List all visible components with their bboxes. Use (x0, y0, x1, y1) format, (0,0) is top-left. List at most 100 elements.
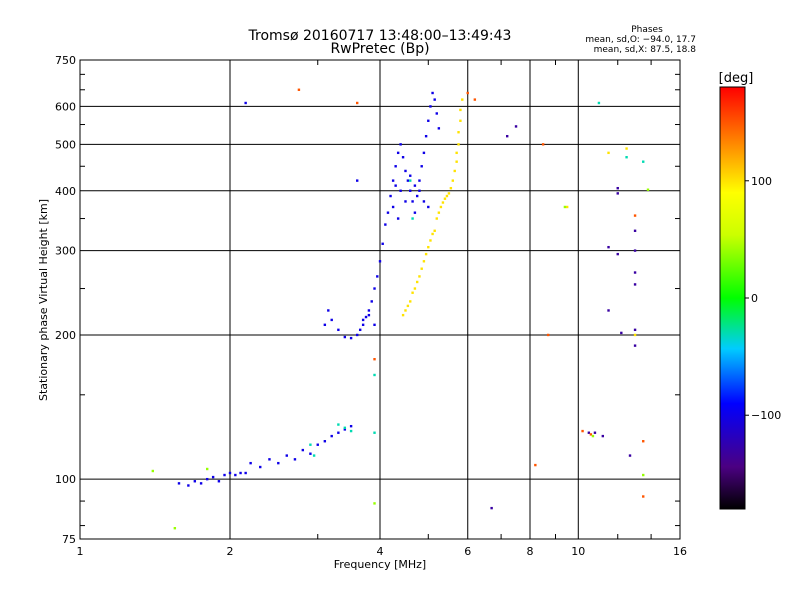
data-point (601, 434, 605, 438)
data-point (646, 188, 650, 191)
x-tick-label: 16 (673, 545, 687, 558)
y-axis-label: Stationary phase Virtual Height [km] (37, 199, 50, 401)
x-tick-label: 10 (571, 545, 585, 558)
data-point (441, 201, 445, 204)
data-point (259, 465, 262, 469)
data-point (620, 331, 623, 335)
stats-header: Phases (631, 25, 663, 35)
data-point (297, 88, 301, 91)
data-point (361, 323, 365, 327)
data-point (633, 328, 637, 332)
data-point (429, 239, 432, 242)
data-point (534, 463, 537, 467)
data-point (173, 526, 177, 530)
y-tick-label: 75 (62, 533, 76, 546)
data-point (455, 160, 458, 163)
data-point (277, 461, 280, 465)
colorbar-tick-label: 100 (751, 175, 772, 188)
data-point (411, 200, 414, 203)
data-point (413, 211, 417, 214)
data-point (404, 200, 407, 203)
data-point (563, 205, 567, 209)
data-point (443, 197, 447, 200)
data-point (396, 151, 400, 155)
data-point (413, 184, 417, 187)
data-point (312, 454, 316, 457)
data-point (349, 336, 353, 340)
colorbar-label: [deg] (719, 71, 754, 86)
data-point (420, 165, 423, 168)
x-tick-label: 2 (227, 545, 234, 558)
data-point (373, 323, 376, 327)
data-point (633, 229, 637, 232)
data-point (616, 186, 619, 190)
data-point (633, 344, 637, 347)
data-point (337, 328, 340, 332)
data-point (633, 249, 637, 252)
data-point (349, 424, 353, 428)
data-point (461, 98, 464, 101)
data-point (625, 147, 628, 150)
data-point (370, 300, 373, 303)
data-point (223, 473, 226, 477)
data-point (394, 165, 397, 168)
data-point (211, 475, 215, 479)
data-point (459, 119, 462, 122)
y-tick-label: 400 (55, 185, 76, 198)
data-point (546, 333, 550, 337)
data-point (424, 252, 428, 256)
y-tick-label: 500 (55, 138, 76, 151)
data-point (616, 192, 619, 195)
data-point (358, 328, 362, 332)
data-point (244, 101, 247, 105)
data-point (244, 471, 247, 475)
data-point (587, 431, 591, 434)
data-point (457, 131, 460, 134)
data-point (355, 101, 359, 105)
data-point (642, 473, 645, 477)
stats-x-line: mean, sd,X: 87.5, 18.8 (594, 45, 697, 55)
colorbar-ticks: 100 0 −100 (745, 175, 781, 422)
data-point (327, 309, 330, 312)
stats-o-line: mean, sd,O: −94.0, 17.7 (585, 35, 696, 45)
data-point (199, 482, 203, 485)
y-tick-label: 600 (55, 100, 76, 113)
chart-subtitle: RwPretec (Bp) (330, 41, 429, 57)
data-point (420, 267, 423, 270)
data-point (373, 287, 376, 290)
data-point (364, 315, 368, 319)
data-point (642, 495, 645, 498)
x-tick-label: 6 (464, 545, 471, 558)
data-point (451, 179, 455, 182)
data-point (455, 151, 458, 155)
x-ticks: 1 2 4 6 8 10 16 (77, 60, 687, 558)
data-point (391, 179, 395, 182)
data-point (409, 189, 412, 192)
data-point (431, 232, 434, 236)
data-point (616, 252, 619, 256)
data-point (396, 217, 400, 220)
data-point (633, 214, 637, 217)
data-point (415, 194, 419, 198)
data-point (541, 143, 545, 146)
data-point (437, 211, 441, 214)
data-point (625, 156, 628, 159)
data-point (431, 91, 434, 95)
data-point (234, 473, 237, 477)
data-point (343, 335, 347, 339)
data-point (373, 431, 376, 434)
data-point (394, 184, 397, 187)
data-points (151, 88, 650, 530)
data-point (373, 373, 376, 377)
data-point (427, 119, 430, 122)
data-point (607, 245, 610, 249)
x-tick-label: 1 (77, 545, 84, 558)
data-point (367, 313, 371, 317)
data-point (422, 260, 426, 263)
data-point (457, 143, 460, 146)
data-point (205, 477, 209, 481)
data-point (355, 333, 359, 337)
x-tick-label: 8 (527, 545, 534, 558)
data-point (633, 283, 637, 286)
